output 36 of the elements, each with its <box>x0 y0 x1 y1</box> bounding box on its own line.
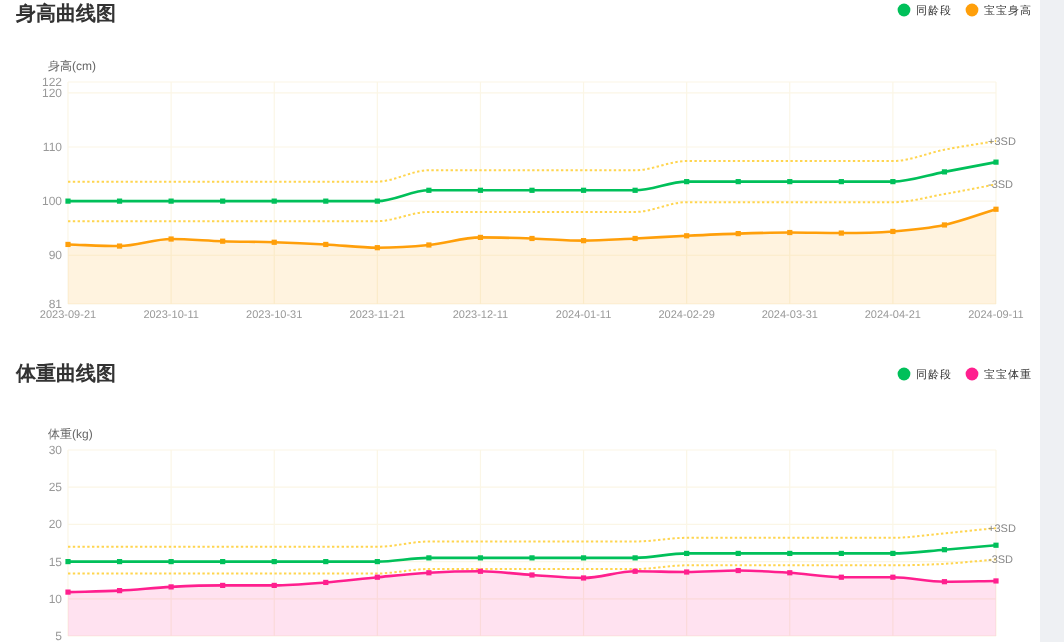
point <box>220 238 226 244</box>
point <box>477 555 484 561</box>
point <box>580 238 587 244</box>
point <box>477 234 484 240</box>
point <box>993 542 999 548</box>
chart-title: 身高曲线图 <box>14 2 116 26</box>
point <box>993 159 999 165</box>
point <box>477 568 484 574</box>
point <box>993 206 999 212</box>
point <box>116 198 123 204</box>
point <box>941 169 948 175</box>
chart-title: 体重曲线图 <box>14 362 116 386</box>
point <box>65 198 71 204</box>
point <box>116 243 123 249</box>
point <box>65 589 71 595</box>
point <box>890 228 896 235</box>
point <box>529 235 535 242</box>
point <box>116 559 123 565</box>
point <box>735 567 741 574</box>
point <box>580 575 587 581</box>
point <box>374 574 380 580</box>
point <box>580 187 587 193</box>
point <box>323 241 329 248</box>
point <box>787 229 793 236</box>
point <box>65 559 71 565</box>
point <box>941 579 948 585</box>
point <box>993 578 999 584</box>
point <box>941 547 948 553</box>
point <box>580 555 587 561</box>
point <box>890 179 896 185</box>
point <box>323 579 329 586</box>
point <box>116 588 123 594</box>
point <box>477 187 484 193</box>
point <box>632 235 638 242</box>
point <box>65 241 71 248</box>
point <box>941 222 948 228</box>
